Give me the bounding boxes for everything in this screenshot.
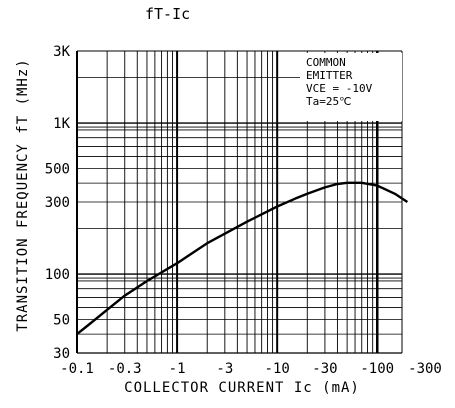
annotation-line-3: VCE = -10V — [306, 82, 373, 95]
x-tick-label: -3 — [216, 361, 233, 377]
y-tick-label: 3K — [53, 44, 70, 60]
x-tick-label: -1 — [169, 361, 186, 377]
x-tick-label: -0.3 — [108, 361, 142, 377]
y-tick-label: 1K — [53, 116, 70, 132]
x-tick-label: -10 — [265, 361, 290, 377]
x-tick-label: -300 — [408, 361, 442, 377]
y-tick-label: 30 — [53, 346, 70, 362]
x-tick-label: -30 — [312, 361, 337, 377]
series-line-0 — [76, 181, 409, 336]
annotation-line-4: Ta=25℃ — [306, 95, 351, 108]
y-tick-label: 50 — [53, 313, 70, 329]
annotation-line-2: EMITTER — [306, 69, 353, 82]
y-tick-label: 100 — [45, 267, 70, 283]
y-tick-label: 500 — [45, 162, 70, 178]
annotation-line-1: COMMON — [306, 56, 346, 69]
x-tick-label: -100 — [360, 361, 394, 377]
y-tick-label: 300 — [45, 195, 70, 211]
chart-title: fT-Ic — [145, 5, 190, 23]
annotation-box — [300, 53, 402, 121]
x-axis-label: COLLECTOR CURRENT Ic (mA) — [124, 380, 360, 396]
tick-labels: 30 50 100 300 500 1K 3K -0.1 -0.3 -1 -3 -10 -30 -100-… — [45, 44, 442, 377]
y-axis-label: TRANSITION FREQUENCY fT (MHz) — [15, 58, 31, 331]
series-layer — [76, 181, 409, 336]
x-tick-label: -0.1 — [60, 361, 94, 377]
